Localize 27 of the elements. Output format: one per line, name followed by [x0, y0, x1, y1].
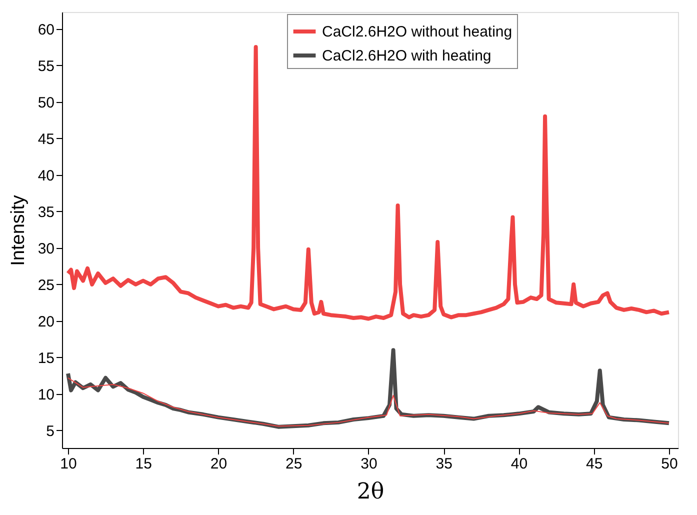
- x-tick-label: 15: [135, 456, 152, 472]
- y-tick-label: 5: [46, 422, 54, 440]
- x-tick-label: 40: [510, 456, 528, 472]
- legend-label: CaCl2.6H2O with heating: [322, 48, 492, 64]
- x-axis-title: 2θ: [356, 480, 384, 504]
- x-tick-label: 30: [360, 456, 378, 472]
- y-tick-label: 55: [38, 58, 54, 75]
- y-tick-label: 30: [38, 240, 54, 258]
- y-tick-label: 10: [38, 386, 54, 404]
- y-tick-label: 40: [38, 167, 54, 184]
- y-tick-label: 60: [38, 21, 54, 38]
- y-tick-label: 50: [38, 94, 54, 112]
- y-tick-label: 45: [38, 130, 54, 148]
- line-series: [68, 377, 670, 427]
- x-tick-label: 10: [60, 456, 77, 472]
- y-tick-label: 20: [38, 313, 54, 330]
- line-series: [66, 45, 671, 321]
- x-tick-label: 35: [436, 456, 452, 472]
- x-tick-label: 50: [661, 456, 678, 472]
- legend-label: CaCl2.6H2O without heating: [322, 24, 512, 40]
- y-tick-label: 25: [38, 276, 54, 294]
- x-tick-label: 45: [586, 456, 603, 472]
- y-axis-title: Intensity: [8, 194, 29, 266]
- y-tick-label: 35: [38, 204, 54, 221]
- x-tick-label: 25: [286, 456, 302, 472]
- x-tick-label: 20: [210, 456, 228, 472]
- y-tick-label: 15: [38, 350, 54, 367]
